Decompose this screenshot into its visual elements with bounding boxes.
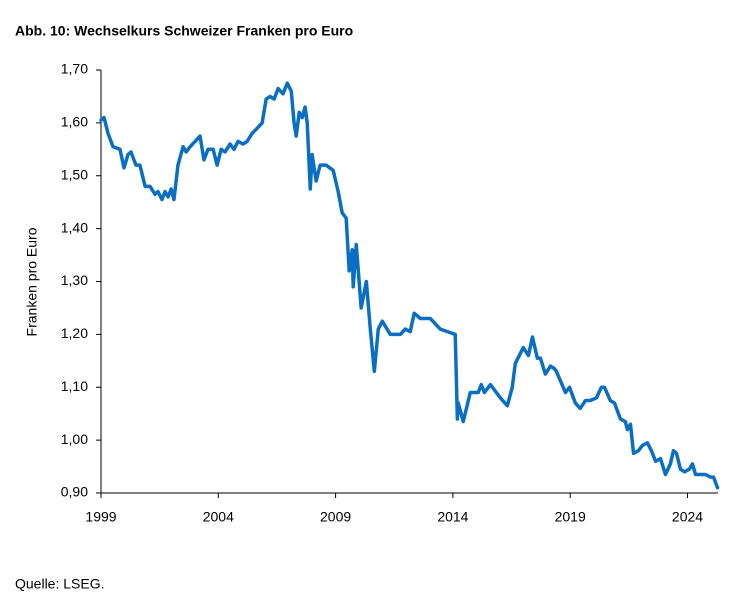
y-tick-label: 1,70 [61, 61, 88, 77]
y-tick-label: 1,30 [61, 272, 88, 288]
y-tick-label: 0,90 [61, 484, 88, 500]
x-tick-label: 2009 [320, 509, 351, 525]
x-tick-label: 2004 [203, 509, 234, 525]
y-tick-label: 1,00 [61, 431, 88, 447]
x-tick-label: 2019 [555, 509, 586, 525]
y-tick-label: 1,50 [61, 166, 88, 182]
chart-title: Abb. 10: Wechselkurs Schweizer Franken p… [15, 23, 353, 39]
y-tick-label: 1,40 [61, 219, 88, 235]
source-note: Quelle: LSEG. [15, 576, 105, 592]
x-tick-label: 2014 [437, 509, 468, 525]
x-tick-label: 1999 [85, 509, 116, 525]
y-tick-label: 1,20 [61, 325, 88, 341]
y-axis-label: Franken pro Euro [24, 227, 40, 336]
y-tick-label: 1,60 [61, 114, 88, 130]
x-tick-label: 2024 [672, 509, 703, 525]
y-tick-label: 1,10 [61, 378, 88, 394]
data-line [99, 81, 720, 490]
